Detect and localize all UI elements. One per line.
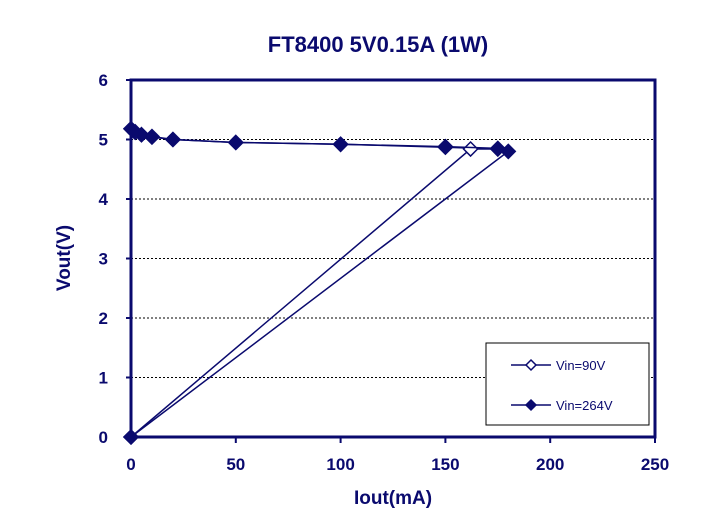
x-tick-label: 100: [326, 455, 354, 474]
y-tick-label: 1: [99, 369, 108, 388]
legend-marker: [524, 398, 538, 412]
y-tick-label: 2: [99, 309, 108, 328]
x-tick-label: 200: [536, 455, 564, 474]
y-tick-label: 5: [99, 131, 108, 150]
chart-title: FT8400 5V0.15A (1W): [268, 32, 489, 57]
ticks: 0 1 2 3 4 5 6 0 50 100 150 200 250: [99, 71, 670, 474]
legend-label: Vin=90V: [556, 358, 606, 373]
data-point: [164, 131, 181, 148]
legend-marker: [524, 358, 538, 372]
data-point: [437, 138, 454, 155]
y-tick-label: 0: [99, 428, 108, 447]
y-axis-title: Vout(V): [54, 225, 75, 291]
data-point: [500, 143, 517, 160]
legend-box: [485, 342, 650, 426]
legend: Vin=90V Vin=264V: [485, 342, 650, 426]
y-tick-label: 6: [99, 71, 108, 90]
x-axis-title: Iout(mA): [354, 488, 432, 509]
y-tick-label: 4: [99, 190, 109, 209]
data-point: [227, 134, 244, 151]
x-tick-label: 0: [126, 455, 135, 474]
x-tick-label: 250: [641, 455, 669, 474]
x-tick-label: 50: [226, 455, 245, 474]
y-tick-label: 3: [99, 250, 108, 269]
data-point: [332, 136, 349, 153]
data-point: [143, 128, 161, 145]
data-point: [133, 126, 150, 143]
x-tick-label: 150: [431, 455, 459, 474]
legend-label: Vin=264V: [556, 398, 613, 413]
